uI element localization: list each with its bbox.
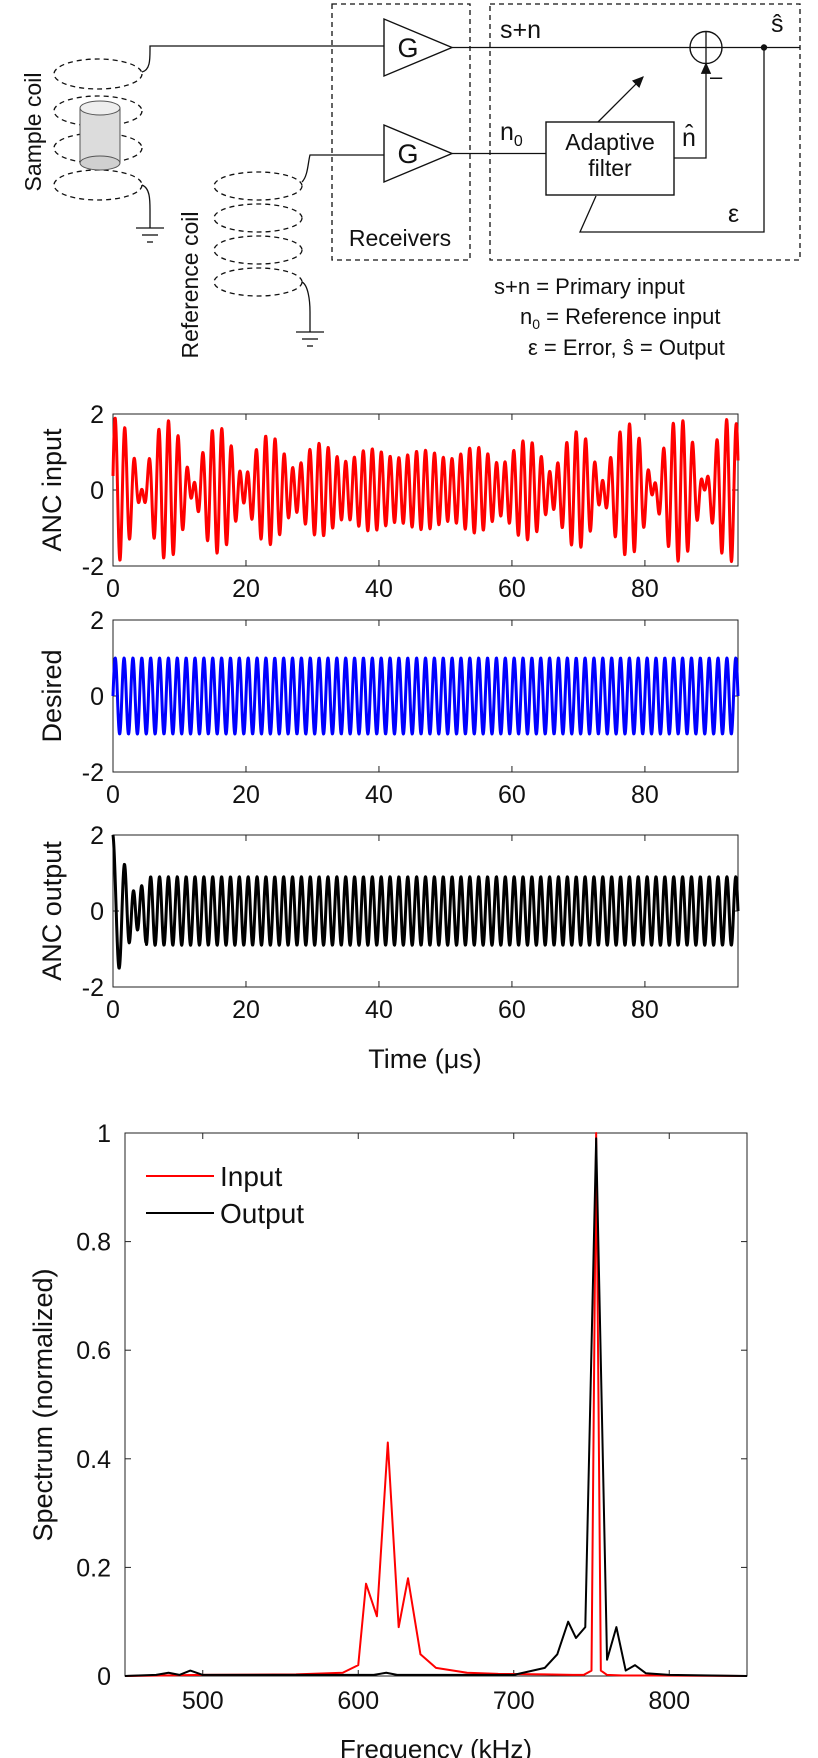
x-tick-label: 20	[232, 996, 260, 1024]
x-tick-label: 40	[365, 781, 393, 809]
series-line	[111, 834, 740, 970]
legend-label-input: Input	[220, 1161, 282, 1192]
legend-reference-input: n0 = Reference input	[520, 304, 720, 332]
y-tick-label: 2	[90, 401, 104, 429]
output-symbol: ŝ	[771, 10, 784, 38]
y-axis-label: Spectrum (normalized)	[28, 1268, 58, 1541]
ticks	[112, 834, 738, 988]
y-axis-label: ANC output	[37, 841, 67, 981]
series-line-output	[124, 1137, 748, 1677]
ground-symbol	[296, 331, 324, 347]
adaptation-arrow	[597, 76, 644, 123]
primary-signal-label: s+n	[500, 16, 541, 44]
receivers-box	[331, 3, 471, 261]
chart-anc-output: 0 20 40 60 80-202 ANC output Time (μs)	[37, 822, 740, 1074]
chart-anc-input: 0 20 40 60 80-202 ANC input	[37, 401, 740, 603]
x-axis-label: Frequency (kHz)	[340, 1734, 532, 1758]
y-axis-label: ANC input	[37, 428, 67, 552]
noise-estimate-wire	[674, 62, 712, 159]
error-symbol: ε	[728, 200, 739, 228]
tick-labels: 500 600 700 800 0 0.2 0.4 0.6 0.8 1	[76, 1120, 690, 1715]
legend-reference-text: = Reference input	[540, 304, 720, 329]
y-tick-label: 0	[97, 1663, 111, 1691]
x-tick-label: 0	[106, 575, 120, 603]
reference-coil-label: Reference coil	[177, 211, 203, 358]
summing-junction	[689, 30, 723, 65]
legend-reference-subscript: 0	[532, 316, 540, 332]
x-tick-label: 700	[493, 1687, 535, 1715]
x-tick-label: 40	[365, 996, 393, 1024]
ticks	[125, 1132, 747, 1677]
legend-error-output: ε = Error, ŝ = Output	[528, 335, 725, 360]
x-tick-label: 800	[648, 1687, 690, 1715]
x-tick-label: 500	[182, 1687, 224, 1715]
tick-labels: 0 20 40 60 80-202	[82, 607, 659, 809]
legend-primary-input: s+n = Primary input	[494, 274, 685, 299]
x-tick-label: 80	[631, 575, 659, 603]
y-tick-label: 0.2	[76, 1554, 111, 1582]
x-tick-label: 20	[232, 781, 260, 809]
y-tick-label: -2	[82, 553, 104, 581]
legend-reference-symbol: n	[520, 304, 532, 329]
reference-signal-label: n0	[500, 118, 523, 150]
y-tick-label: 0.8	[76, 1229, 111, 1257]
x-tick-label: 80	[631, 996, 659, 1024]
y-axis-label: Desired	[37, 649, 67, 742]
y-tick-label: 0	[90, 683, 104, 711]
block-diagram: Sample coil Reference coil G G Receivers	[20, 3, 801, 360]
chart-desired: 0 20 40 60 80-202 Desired	[37, 607, 740, 809]
y-tick-label: 1	[97, 1120, 111, 1148]
tick-labels: 0 20 40 60 80-202	[82, 822, 659, 1024]
x-tick-label: 80	[631, 781, 659, 809]
legend: Input Output	[146, 1161, 304, 1229]
x-tick-label: 60	[498, 781, 526, 809]
sample-tube	[79, 100, 121, 171]
anc-box	[489, 3, 801, 261]
plot-frame	[112, 413, 739, 567]
x-tick-label: 600	[337, 1687, 379, 1715]
x-tick-label: 0	[106, 781, 120, 809]
minus-sign: –	[710, 64, 723, 89]
y-tick-label: 2	[90, 607, 104, 635]
plot-frame	[124, 1132, 748, 1677]
amplifier: G	[383, 17, 454, 78]
amplifier-gain-label: G	[397, 33, 418, 63]
series-line	[111, 656, 740, 736]
legend-label-output: Output	[220, 1198, 304, 1229]
amplifier-gain-label: G	[397, 139, 418, 169]
y-tick-label: 0.4	[76, 1446, 111, 1474]
ticks	[112, 413, 738, 567]
y-tick-label: 0	[90, 477, 104, 505]
x-tick-label: 20	[232, 575, 260, 603]
amplifier: G	[383, 123, 454, 184]
y-tick-label: 0.6	[76, 1337, 111, 1365]
y-tick-label: 2	[90, 822, 104, 850]
adaptive-filter-label: Adaptive	[565, 129, 655, 155]
chart-spectrum: 500 600 700 800 0 0.2 0.4 0.6 0.8 1 Spectrum (nor…	[28, 1120, 748, 1758]
y-tick-label: -2	[82, 974, 104, 1002]
reference-coil	[213, 154, 392, 332]
y-tick-label: 0	[90, 898, 104, 926]
x-axis-label: Time (μs)	[368, 1044, 482, 1074]
adaptive-filter-label: filter	[588, 155, 632, 181]
sample-coil-label: Sample coil	[20, 73, 46, 192]
ground-symbol	[136, 227, 164, 243]
reference-signal-symbol: n	[500, 118, 514, 146]
x-tick-label: 40	[365, 575, 393, 603]
x-tick-label: 60	[498, 575, 526, 603]
x-tick-label: 0	[106, 996, 120, 1024]
receivers-label: Receivers	[349, 225, 451, 251]
series-line	[111, 416, 740, 564]
y-tick-label: -2	[82, 759, 104, 787]
noise-estimate-symbol: n̂	[682, 123, 696, 152]
tick-labels: 0 20 40 60 80-202	[82, 401, 659, 603]
series-line-input	[124, 1132, 748, 1677]
error-feedback-wire	[578, 47, 765, 233]
adaptive-filter-block	[545, 121, 675, 196]
reference-signal-subscript: 0	[514, 133, 523, 150]
x-tick-label: 60	[498, 996, 526, 1024]
